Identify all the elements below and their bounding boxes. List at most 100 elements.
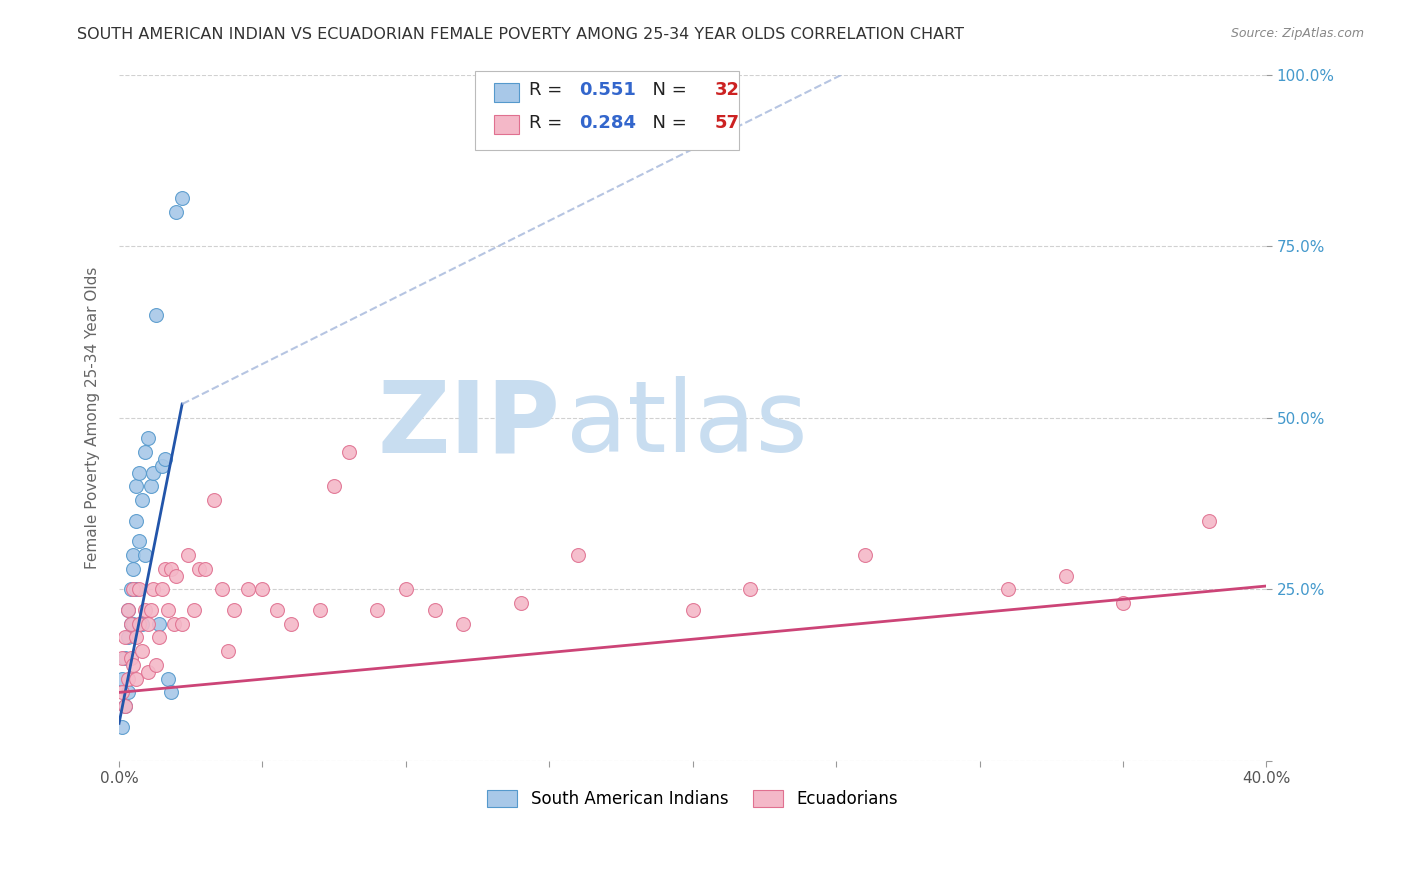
Point [122, 657, 145, 672]
Point [682, 603, 704, 617]
Point [153, 562, 176, 576]
Text: R =: R = [529, 113, 568, 132]
Point [567, 548, 589, 562]
Point [323, 479, 346, 493]
Text: N =: N = [641, 113, 693, 132]
Point [202, 493, 225, 508]
Point [156, 672, 179, 686]
Point [114, 631, 136, 645]
Point [117, 603, 139, 617]
Text: SOUTH AMERICAN INDIAN VS ECUADORIAN FEMALE POVERTY AMONG 25-34 YEAR OLDS CORRELA: SOUTH AMERICAN INDIAN VS ECUADORIAN FEMA… [77, 27, 965, 42]
Text: N =: N = [641, 81, 693, 99]
Text: Source: ZipAtlas.com: Source: ZipAtlas.com [1230, 27, 1364, 40]
Point [236, 582, 259, 597]
Point [136, 616, 159, 631]
Point [451, 616, 474, 631]
Point [139, 479, 162, 493]
Point [111, 720, 134, 734]
Text: ZIP: ZIP [378, 376, 561, 473]
Point [172, 616, 194, 631]
Point [738, 582, 761, 597]
Point [217, 644, 239, 658]
Point [222, 603, 245, 617]
Point [148, 616, 170, 631]
Point [308, 603, 330, 617]
Point [117, 685, 139, 699]
Point [134, 548, 156, 562]
Point [120, 582, 142, 597]
Point [131, 644, 153, 658]
Point [142, 582, 165, 597]
Text: R =: R = [529, 81, 568, 99]
Text: atlas: atlas [567, 376, 808, 473]
Point [139, 603, 162, 617]
Point [145, 657, 167, 672]
Point [122, 616, 145, 631]
Point [120, 616, 142, 631]
Point [148, 631, 170, 645]
Point [188, 562, 211, 576]
Point [172, 191, 194, 205]
Point [134, 445, 156, 459]
Point [136, 665, 159, 679]
Point [853, 548, 876, 562]
Point [114, 699, 136, 714]
Point [159, 562, 181, 576]
Point [128, 616, 150, 631]
Legend: South American Indians, Ecuadorians: South American Indians, Ecuadorians [481, 783, 905, 814]
Point [125, 514, 148, 528]
Point [162, 616, 184, 631]
Point [120, 651, 142, 665]
Point [1112, 596, 1135, 610]
Point [337, 445, 360, 459]
Point [165, 568, 187, 582]
Point [117, 672, 139, 686]
Point [125, 582, 148, 597]
Point [114, 651, 136, 665]
Point [997, 582, 1019, 597]
Point [153, 452, 176, 467]
Point [145, 308, 167, 322]
Point [142, 466, 165, 480]
FancyBboxPatch shape [475, 71, 738, 150]
Point [111, 672, 134, 686]
Text: 0.284: 0.284 [579, 113, 636, 132]
Point [122, 582, 145, 597]
FancyBboxPatch shape [495, 83, 519, 102]
Point [252, 582, 274, 597]
Point [194, 562, 217, 576]
Point [117, 603, 139, 617]
Point [183, 603, 205, 617]
Point [165, 204, 187, 219]
Point [136, 431, 159, 445]
Point [122, 548, 145, 562]
Point [111, 685, 134, 699]
Point [128, 582, 150, 597]
Point [156, 603, 179, 617]
Point [366, 603, 388, 617]
Point [125, 631, 148, 645]
Point [280, 616, 302, 631]
Point [395, 582, 418, 597]
Point [1054, 568, 1077, 582]
Point [131, 616, 153, 631]
Point [150, 582, 173, 597]
Point [111, 651, 134, 665]
Point [509, 596, 531, 610]
Point [266, 603, 288, 617]
Point [114, 699, 136, 714]
Text: 0.551: 0.551 [579, 81, 636, 99]
Point [128, 534, 150, 549]
Point [125, 479, 148, 493]
Point [159, 685, 181, 699]
Point [125, 672, 148, 686]
Point [423, 603, 446, 617]
Text: 57: 57 [714, 113, 740, 132]
Point [120, 616, 142, 631]
FancyBboxPatch shape [495, 115, 519, 135]
Point [150, 458, 173, 473]
Point [131, 493, 153, 508]
Point [211, 582, 233, 597]
Y-axis label: Female Poverty Among 25-34 Year Olds: Female Poverty Among 25-34 Year Olds [86, 267, 100, 569]
Point [1198, 514, 1220, 528]
